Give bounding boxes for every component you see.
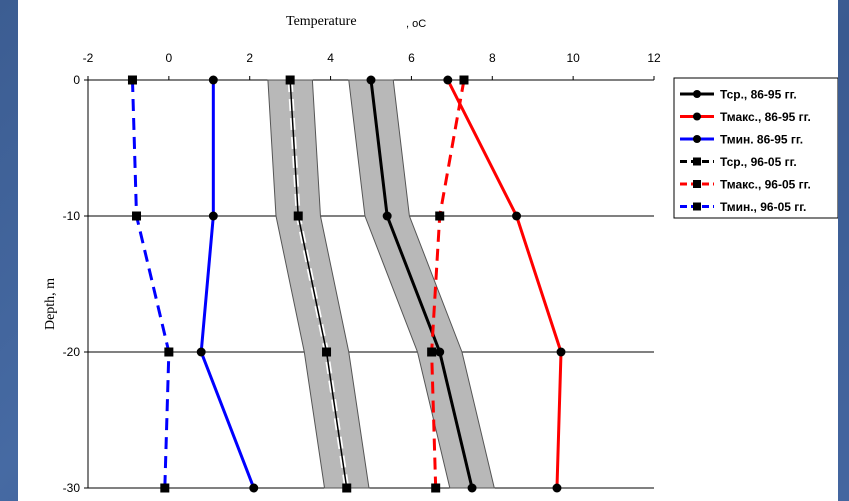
x-tick-label: 4 [327, 51, 334, 65]
x-tick-label: 0 [166, 51, 173, 65]
series-band-3 [267, 79, 370, 489]
series-centerline-3 [289, 79, 348, 489]
x-tick-label: -2 [83, 51, 94, 65]
data-point [208, 75, 218, 85]
legend-label: Тср., 86-95 гг. [720, 88, 797, 102]
legend-marker-3 [693, 157, 701, 166]
series-line-5 [130, 79, 171, 489]
data-point [443, 75, 453, 85]
y-tick-label: -20 [63, 345, 81, 359]
legend-label: Тмакс., 96-05 гг. [720, 178, 811, 192]
data-point [459, 75, 469, 85]
data-point [196, 347, 206, 357]
x-tick-label: 2 [246, 51, 253, 65]
data-point [132, 211, 142, 221]
legend-label: Тмин. 86-95 гг. [720, 133, 803, 147]
data-point [431, 483, 441, 493]
data-point [322, 347, 332, 357]
chart-title-unit: , oC [406, 18, 426, 30]
data-point [127, 75, 137, 85]
data-point [285, 75, 295, 85]
legend-box [673, 77, 838, 219]
legend-marker-5 [693, 202, 701, 211]
y-tick-label: -30 [63, 481, 81, 495]
legend-marker-0 [693, 90, 701, 98]
legend-marker-2 [693, 135, 701, 143]
series-line-4 [430, 79, 466, 489]
legend-label: Тср., 96-05 гг. [720, 155, 797, 169]
x-tick-label: 6 [408, 51, 415, 65]
data-point [249, 483, 259, 493]
data-point [366, 75, 376, 85]
data-point [208, 211, 218, 221]
data-point [427, 347, 437, 357]
chart-card: Temperature, oC Depth, m -2 0 2 4 6 8 10 12 0 -10 -2… [18, 0, 838, 501]
series-band-0 [348, 79, 495, 489]
legend-label: Тмин., 96-05 гг. [720, 200, 806, 214]
data-point [382, 211, 392, 221]
data-point [160, 483, 170, 493]
legend-marker-1 [693, 112, 701, 121]
y-tick-label: -10 [63, 209, 81, 223]
x-tick-label: 10 [566, 51, 580, 65]
legend-label: Тмакс., 86-95 гг. [720, 110, 811, 124]
data-point [556, 347, 566, 357]
y-tick-label: 0 [73, 73, 80, 87]
data-point [467, 483, 477, 493]
chart-title: Temperature [286, 14, 357, 29]
y-axis-label: Depth, m [43, 278, 58, 330]
data-point [342, 483, 352, 493]
data-point [435, 347, 445, 357]
legend-marker-4 [693, 180, 701, 188]
data-point [293, 211, 303, 221]
data-point [435, 211, 445, 221]
data-point [512, 211, 522, 221]
data-point [552, 483, 562, 493]
x-tick-label: 8 [489, 51, 496, 65]
series-line-2 [199, 80, 256, 489]
x-tick-label: 12 [647, 51, 661, 65]
series-line-1 [446, 79, 563, 489]
series-line-0 [369, 79, 474, 489]
data-point [164, 347, 174, 357]
